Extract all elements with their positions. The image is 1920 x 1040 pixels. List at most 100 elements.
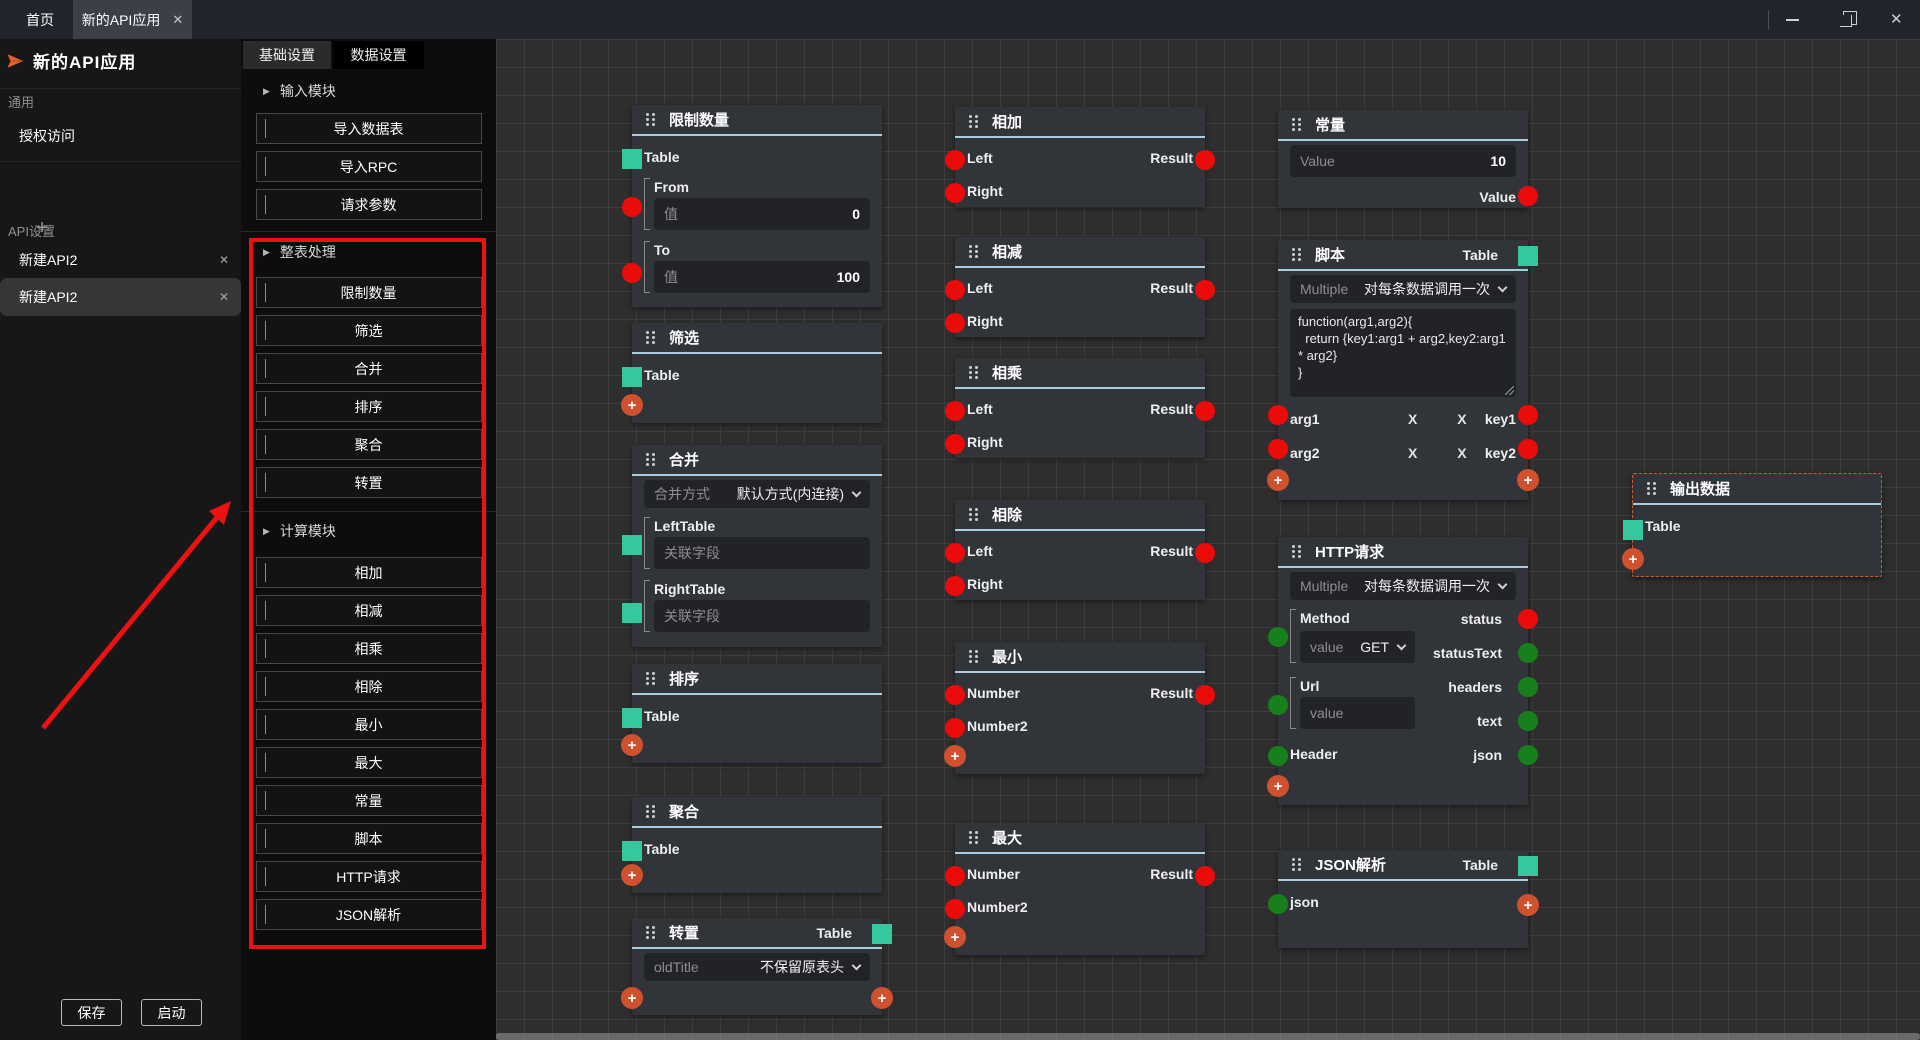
left-port[interactable] bbox=[945, 543, 965, 563]
table-output-port[interactable] bbox=[1518, 856, 1538, 876]
node-constant[interactable]: 常量 Value 10 Value bbox=[1278, 110, 1528, 208]
node-http[interactable]: HTTP请求 status statusText headers text js… bbox=[1278, 537, 1528, 805]
right-table-input[interactable]: 关联字段 bbox=[654, 600, 870, 632]
module-button-sort[interactable]: 排序 bbox=[256, 391, 482, 422]
drag-handle-icon[interactable] bbox=[1292, 858, 1302, 871]
node-json-parse[interactable]: JSON解析 Table + json bbox=[1278, 850, 1528, 948]
add-aggregate-button[interactable]: + bbox=[621, 864, 643, 886]
flow-canvas[interactable]: 限制数量 Table From 值 0 To 值 100 bbox=[496, 39, 1920, 1040]
node-script[interactable]: 脚本 Table + + Multiple 对每条数据调用一次 function… bbox=[1278, 240, 1528, 500]
add-header-button[interactable]: + bbox=[1267, 775, 1289, 797]
window-tab-api-app[interactable]: 新的API应用 ✕ bbox=[73, 0, 192, 39]
from-port[interactable] bbox=[622, 197, 642, 217]
drag-handle-icon[interactable] bbox=[1292, 545, 1302, 558]
module-button-constant[interactable]: 常量 bbox=[256, 785, 482, 816]
arg2-port[interactable] bbox=[1268, 439, 1288, 459]
table-output-port[interactable] bbox=[1518, 246, 1538, 266]
drag-handle-icon[interactable] bbox=[969, 650, 979, 663]
module-button-http[interactable]: HTTP请求 bbox=[256, 861, 482, 892]
drag-handle-icon[interactable] bbox=[646, 805, 656, 818]
result-port[interactable] bbox=[1195, 685, 1215, 705]
sidebar-item-auth-access[interactable]: 授权访问 bbox=[0, 123, 241, 149]
number-port[interactable] bbox=[945, 685, 965, 705]
drag-handle-icon[interactable] bbox=[969, 115, 979, 128]
horizontal-scrollbar[interactable] bbox=[496, 1033, 1920, 1040]
node-limit-header[interactable]: 限制数量 bbox=[632, 105, 882, 136]
right-port[interactable] bbox=[945, 576, 965, 596]
table-port[interactable] bbox=[622, 149, 642, 169]
module-button-request-params[interactable]: 请求参数 bbox=[256, 189, 482, 220]
result-port[interactable] bbox=[1195, 150, 1215, 170]
restore-icon[interactable] bbox=[1840, 15, 1852, 27]
tab-data-settings[interactable]: 数据设置 bbox=[333, 41, 424, 69]
node-constant-header[interactable]: 常量 bbox=[1278, 110, 1528, 141]
value-output-port[interactable] bbox=[1518, 186, 1538, 206]
add-right-button[interactable]: + bbox=[871, 987, 893, 1009]
node-merge[interactable]: 合并 合并方式 默认方式(内连接) LeftTable 关联字段 RightTa… bbox=[632, 445, 882, 647]
add-sort-button[interactable]: + bbox=[621, 734, 643, 756]
node-filter-header[interactable]: 筛选 bbox=[632, 323, 882, 354]
right-port[interactable] bbox=[945, 183, 965, 203]
module-button-aggregate[interactable]: 聚合 bbox=[256, 429, 482, 460]
module-button-script[interactable]: 脚本 bbox=[256, 823, 482, 854]
node-add-header[interactable]: 相加 bbox=[955, 107, 1205, 138]
section-table-processing[interactable]: ▶ 整表处理 bbox=[263, 244, 496, 260]
right-table-port[interactable] bbox=[622, 603, 642, 623]
add-field-button[interactable]: + bbox=[1517, 894, 1539, 916]
node-sort[interactable]: 排序 + Table bbox=[632, 664, 882, 763]
node-min[interactable]: 最小 + Number Result Number2 bbox=[955, 642, 1205, 774]
section-input-modules[interactable]: ▶ 输入模块 bbox=[263, 83, 496, 99]
node-http-header[interactable]: HTTP请求 bbox=[1278, 537, 1528, 568]
module-button-subtract[interactable]: 相减 bbox=[256, 595, 482, 626]
left-table-port[interactable] bbox=[622, 535, 642, 555]
module-button-limit[interactable]: 限制数量 bbox=[256, 277, 482, 308]
drag-handle-icon[interactable] bbox=[646, 331, 656, 344]
left-port[interactable] bbox=[945, 401, 965, 421]
add-input-button[interactable]: + bbox=[944, 926, 966, 948]
close-icon[interactable]: ✕ bbox=[1890, 10, 1903, 28]
add-input-button[interactable]: + bbox=[944, 745, 966, 767]
url-port[interactable] bbox=[1268, 695, 1288, 715]
drag-handle-icon[interactable] bbox=[969, 245, 979, 258]
delete-marks[interactable]: X X bbox=[1408, 411, 1485, 427]
left-port[interactable] bbox=[945, 150, 965, 170]
node-multiply-header[interactable]: 相乘 bbox=[955, 358, 1205, 389]
headers-port[interactable] bbox=[1518, 677, 1538, 697]
module-button-min[interactable]: 最小 bbox=[256, 709, 482, 740]
remove-api2-icon[interactable]: ✕ bbox=[219, 290, 229, 304]
node-multiply[interactable]: 相乘 Left Result Right bbox=[955, 358, 1205, 458]
right-port[interactable] bbox=[945, 434, 965, 454]
drag-handle-icon[interactable] bbox=[969, 366, 979, 379]
left-table-input[interactable]: 关联字段 bbox=[654, 537, 870, 569]
result-port[interactable] bbox=[1195, 866, 1215, 886]
delete-marks[interactable]: X X bbox=[1408, 445, 1485, 461]
node-filter[interactable]: 筛选 + Table bbox=[632, 323, 882, 423]
node-limit[interactable]: 限制数量 Table From 值 0 To 值 100 bbox=[632, 105, 882, 307]
module-button-merge[interactable]: 合并 bbox=[256, 353, 482, 384]
module-button-json-parse[interactable]: JSON解析 bbox=[256, 899, 482, 930]
script-code-editor[interactable]: function(arg1,arg2){ return {key1:arg1 +… bbox=[1290, 309, 1516, 397]
module-button-import-rpc[interactable]: 导入RPC bbox=[256, 151, 482, 182]
sidebar-item-api2-selected[interactable]: 新建API2 ✕ bbox=[0, 278, 241, 316]
window-tab-home[interactable]: 首页 bbox=[12, 0, 68, 39]
table-output-port[interactable] bbox=[872, 924, 892, 944]
add-api-icon[interactable]: + bbox=[36, 217, 48, 240]
number2-port[interactable] bbox=[945, 899, 965, 919]
header-port[interactable] bbox=[1268, 746, 1288, 766]
drag-handle-icon[interactable] bbox=[1292, 248, 1302, 261]
add-arg-button[interactable]: + bbox=[1267, 469, 1289, 491]
node-output[interactable]: 输出数据 + Table bbox=[1632, 473, 1882, 577]
sidebar-item-api1[interactable]: 新建API2 ✕ bbox=[0, 247, 241, 273]
add-key-button[interactable]: + bbox=[1517, 469, 1539, 491]
drag-handle-icon[interactable] bbox=[646, 672, 656, 685]
add-condition-button[interactable]: + bbox=[621, 394, 643, 416]
node-add[interactable]: 相加 Left Result Right bbox=[955, 107, 1205, 207]
url-input[interactable]: value bbox=[1300, 697, 1415, 729]
table-port[interactable] bbox=[622, 841, 642, 861]
node-aggregate[interactable]: 聚合 + Table bbox=[632, 797, 882, 893]
node-subtract-header[interactable]: 相减 bbox=[955, 237, 1205, 268]
drag-handle-icon[interactable] bbox=[1292, 118, 1302, 131]
drag-handle-icon[interactable] bbox=[646, 113, 656, 126]
remove-api1-icon[interactable]: ✕ bbox=[219, 253, 229, 267]
key2-port[interactable] bbox=[1518, 439, 1538, 459]
